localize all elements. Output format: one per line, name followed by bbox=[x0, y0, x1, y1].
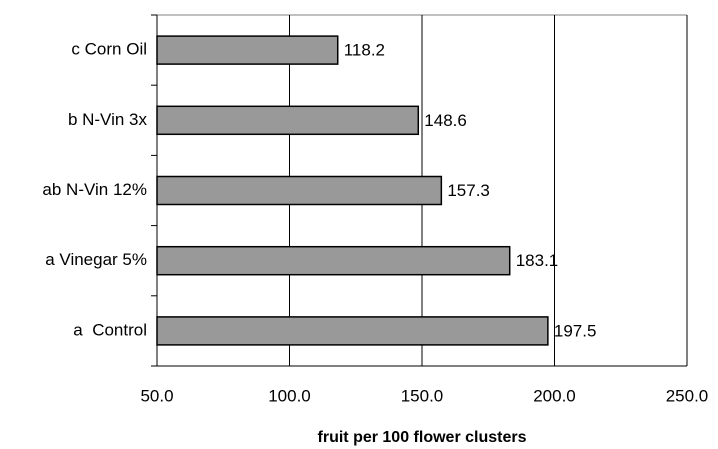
y-tick-label: ab N-Vin 12% bbox=[42, 180, 147, 199]
x-tick-label: 250.0 bbox=[666, 386, 709, 405]
y-tick-label: c Corn Oil bbox=[71, 40, 147, 59]
x-tick-label: 100.0 bbox=[268, 386, 311, 405]
data-label: 148.6 bbox=[424, 111, 467, 130]
y-tick-label: a Control bbox=[73, 320, 147, 339]
data-label: 157.3 bbox=[447, 181, 490, 200]
bar bbox=[156, 245, 511, 276]
y-tick-label: a Vinegar 5% bbox=[45, 250, 147, 269]
bar bbox=[156, 35, 339, 65]
bar bbox=[156, 175, 443, 206]
y-tick-label: b N-Vin 3x bbox=[68, 110, 148, 129]
data-label: 183.1 bbox=[516, 251, 559, 270]
data-label: 118.2 bbox=[344, 41, 385, 60]
x-tick-label: 200.0 bbox=[533, 386, 576, 405]
x-axis-title: fruit per 100 flower clusters bbox=[318, 429, 527, 446]
x-tick-label: 150.0 bbox=[401, 386, 444, 405]
data-label: 197.5 bbox=[554, 321, 597, 340]
x-tick-label: 50.0 bbox=[140, 386, 173, 405]
bar bbox=[156, 316, 549, 346]
bar bbox=[156, 105, 420, 136]
